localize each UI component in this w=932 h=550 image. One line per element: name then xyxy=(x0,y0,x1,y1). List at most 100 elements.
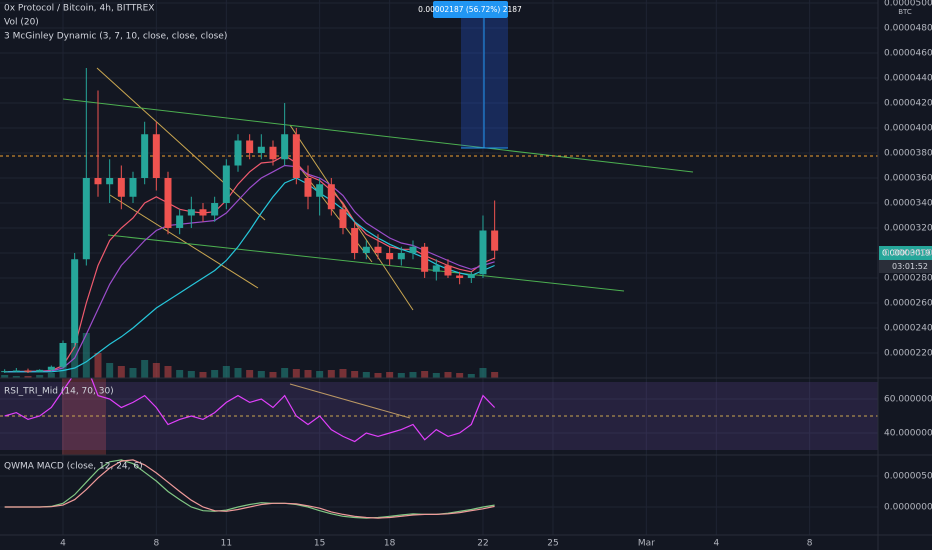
y-tick-label: 0.00000500 xyxy=(884,472,932,482)
candle-body xyxy=(164,178,172,228)
price-tag xyxy=(879,246,932,260)
indicator-label: QWMA MACD (close, 12, 24, 6) xyxy=(4,462,143,472)
candle-body xyxy=(71,259,79,343)
volume-bar xyxy=(281,368,289,378)
candle-body xyxy=(421,246,429,272)
candle-body xyxy=(1,371,9,373)
pane xyxy=(1,68,499,378)
candle-body xyxy=(36,369,44,372)
candle-body xyxy=(432,265,440,272)
chart-title: 0x Protocol / Bitcoin, 4h, BITTREX xyxy=(4,4,154,14)
candle-body xyxy=(187,209,195,216)
volume-bar xyxy=(24,376,32,378)
x-tick-label: 8 xyxy=(807,539,813,549)
candle-body xyxy=(386,253,394,260)
candle-body xyxy=(106,178,114,185)
candle-body xyxy=(351,228,359,253)
candle-body xyxy=(362,246,370,253)
candle-body xyxy=(444,265,452,276)
x-tick-label: 11 xyxy=(221,539,232,549)
x-tick-label: 4 xyxy=(713,539,719,549)
candle-body xyxy=(94,178,102,185)
series-line xyxy=(4,378,496,443)
x-tick-label: 8 xyxy=(153,539,159,549)
volume-bar xyxy=(432,373,440,378)
candle-body xyxy=(327,184,335,210)
volume-bar xyxy=(339,369,347,378)
y-tick-label: 0.00005000 xyxy=(884,0,932,9)
x-tick-label: 18 xyxy=(384,539,396,549)
volume-bar xyxy=(199,372,207,378)
volume-bar xyxy=(94,353,102,378)
volume-bar xyxy=(164,366,172,378)
volume-bar xyxy=(421,371,429,378)
candle-body xyxy=(59,343,67,367)
volume-bar xyxy=(467,374,475,378)
volume-bar xyxy=(397,373,405,378)
countdown-tag xyxy=(879,260,932,273)
trend-line xyxy=(299,167,373,263)
volume-bar xyxy=(36,375,44,378)
indicator-label: Vol (20) xyxy=(4,18,39,28)
pane xyxy=(4,459,495,519)
volume-bar xyxy=(141,360,149,378)
candle-body xyxy=(456,275,464,278)
volume-bar xyxy=(106,363,114,378)
volume-bar xyxy=(409,372,417,378)
volume-bar xyxy=(444,372,452,378)
candle-body xyxy=(199,209,207,216)
candle-body xyxy=(292,134,300,178)
x-tick-label: Mar xyxy=(638,539,655,549)
candle-body xyxy=(257,146,265,153)
volume-bar xyxy=(1,375,9,378)
volume-bar xyxy=(491,372,499,378)
volume-bar xyxy=(176,370,184,378)
volume-bar xyxy=(211,370,219,378)
trend-line xyxy=(62,98,694,173)
countdown: 03:01:52 xyxy=(892,262,928,271)
x-tick-label: 25 xyxy=(547,539,558,549)
indicator-label: RSI_TRI_Mid (14, 70, 30) xyxy=(4,387,114,397)
candle-body xyxy=(12,370,20,372)
candle-body xyxy=(176,215,184,228)
x-tick-label: 4 xyxy=(60,539,66,549)
candle-body xyxy=(152,134,160,178)
candle-body xyxy=(397,253,405,260)
candle-body xyxy=(409,246,417,253)
trend-line xyxy=(109,194,259,289)
candle-body xyxy=(479,230,487,275)
volume-bar xyxy=(327,370,335,378)
candle-body xyxy=(211,203,219,216)
volume-bar xyxy=(234,368,242,378)
volume-bar xyxy=(187,371,195,378)
pane xyxy=(0,378,878,451)
volume-bar xyxy=(117,366,125,378)
candle-body xyxy=(281,134,289,160)
volume-bar xyxy=(82,333,90,378)
volume-bar xyxy=(374,373,382,378)
candle-body xyxy=(304,178,312,197)
volume-bar xyxy=(257,371,265,378)
volume-bar xyxy=(304,370,312,378)
candle-body xyxy=(222,165,230,203)
candle-body xyxy=(24,370,32,372)
volume-bar xyxy=(456,373,464,378)
marks xyxy=(0,68,878,519)
candle-body xyxy=(316,184,324,197)
candle-body xyxy=(141,134,149,178)
